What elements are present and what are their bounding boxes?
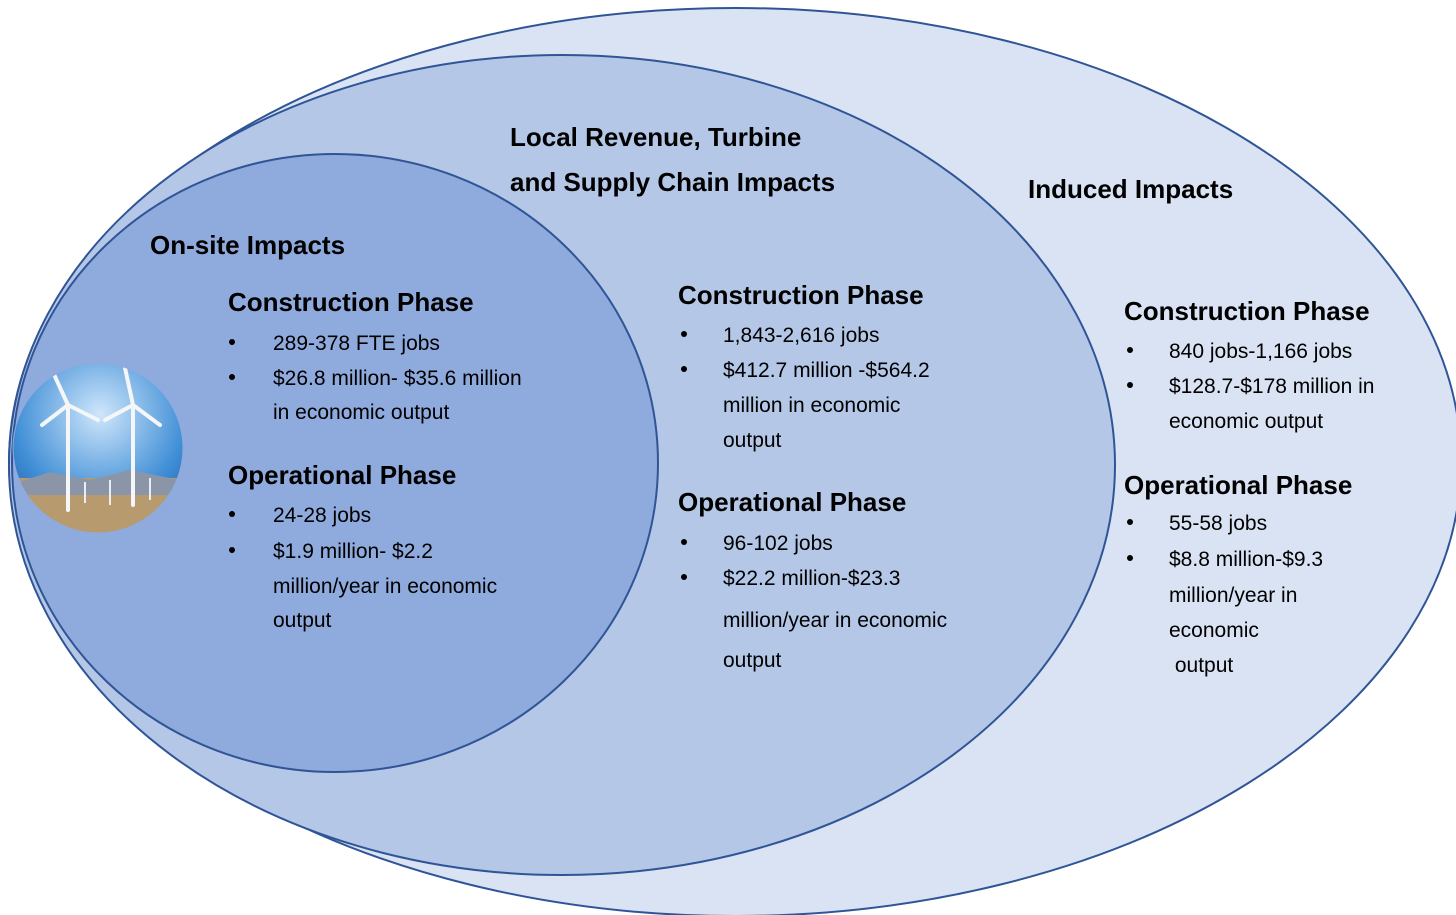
- bullet-text: 24-28 jobs: [273, 504, 371, 527]
- bullet-text: output: [723, 649, 782, 672]
- bullet: [1127, 555, 1133, 561]
- bullet-text: million/year in: [1169, 584, 1297, 607]
- bullet-text: $22.2 million-$23.3: [723, 567, 900, 590]
- bullet: [1127, 519, 1133, 525]
- bullet: [681, 366, 687, 372]
- bullet-text: output: [273, 609, 332, 632]
- bullet-text: 96-102 jobs: [723, 532, 833, 555]
- bullet: [229, 339, 235, 345]
- group-title: Local Revenue, Turbine: [510, 122, 801, 152]
- bullet: [229, 374, 235, 380]
- phase-heading: Construction Phase: [1124, 296, 1370, 326]
- page: On-site Impacts Construction Phase 289-378…: [0, 0, 1456, 915]
- bullet: [1127, 382, 1133, 388]
- bullet-text: $1.9 million- $2.2: [273, 540, 433, 563]
- bullet-text: 840 jobs-1,166 jobs: [1169, 340, 1352, 363]
- group-title: On-site Impacts: [150, 230, 345, 260]
- bullet: [681, 574, 687, 580]
- bullet-text: 1,843-2,616 jobs: [723, 324, 879, 347]
- bullet-text: output: [723, 429, 782, 452]
- phase-heading: Operational Phase: [678, 487, 906, 517]
- bullet-text: 55-58 jobs: [1169, 512, 1267, 535]
- bullet-text: million in economic: [723, 394, 900, 417]
- bullet-text: output: [1169, 654, 1233, 677]
- diagram: On-site Impacts Construction Phase 289-378…: [0, 0, 1456, 915]
- bullet-text: million/year in economic: [723, 609, 947, 632]
- bullet: [229, 511, 235, 517]
- phase-heading: Construction Phase: [678, 280, 924, 310]
- bullet-text: 289-378 FTE jobs: [273, 332, 440, 355]
- bullet-text: million/year in economic: [273, 575, 497, 598]
- bullet-text: $412.7 million -$564.2: [723, 359, 930, 382]
- bullet-text: in economic output: [273, 401, 449, 424]
- bullet-text: $8.8 million-$9.3: [1169, 548, 1323, 571]
- phase-heading: Operational Phase: [228, 460, 456, 490]
- bullet-text: $26.8 million- $35.6 million: [273, 367, 522, 390]
- bullet-text: $128.7-$178 million in: [1169, 375, 1374, 398]
- bullet: [1127, 347, 1133, 353]
- bullet-text: economic: [1169, 619, 1259, 642]
- group-title: Induced Impacts: [1028, 174, 1233, 204]
- group-title: and Supply Chain Impacts: [510, 167, 835, 197]
- bullet: [229, 547, 235, 553]
- bullet: [681, 331, 687, 337]
- bullet: [681, 539, 687, 545]
- bullet-text: economic output: [1169, 410, 1323, 433]
- phase-heading: Operational Phase: [1124, 470, 1352, 500]
- phase-heading: Construction Phase: [228, 287, 474, 317]
